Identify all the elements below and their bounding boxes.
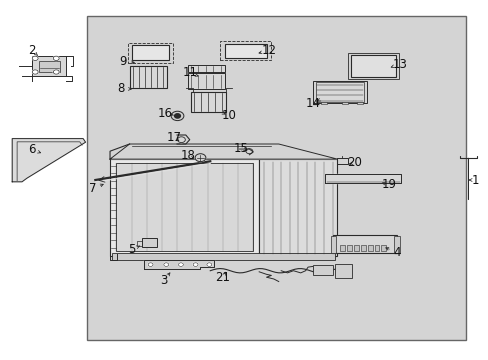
Bar [374,245,379,251]
Bar [333,235,396,253]
Bar [346,245,351,251]
Circle shape [171,111,183,121]
Circle shape [193,263,198,266]
Circle shape [174,114,180,118]
Polygon shape [325,174,400,183]
Circle shape [32,70,38,74]
Circle shape [178,263,183,266]
Text: 19: 19 [381,178,396,191]
Bar [128,43,173,63]
Bar [360,245,365,251]
Polygon shape [12,139,85,182]
Bar [188,65,224,72]
Bar [132,45,168,60]
Bar [224,44,266,58]
Bar [220,41,270,60]
Text: 13: 13 [392,58,407,71]
Circle shape [53,56,59,60]
Text: 15: 15 [234,142,248,155]
Polygon shape [110,144,337,159]
Bar [130,66,167,88]
Circle shape [206,263,211,266]
Text: 4: 4 [392,246,400,258]
Bar [110,159,259,256]
Text: 1: 1 [470,174,478,186]
Bar [320,102,326,104]
Bar [315,82,363,102]
Bar [356,102,362,104]
Text: 10: 10 [221,109,236,122]
Bar [39,61,60,72]
Text: 2: 2 [28,44,36,57]
Text: 8: 8 [117,82,125,95]
Text: 6: 6 [28,143,36,156]
Text: 18: 18 [180,149,195,162]
Text: 21: 21 [215,271,230,284]
Circle shape [148,263,153,266]
Circle shape [53,70,59,74]
Circle shape [177,137,185,143]
Circle shape [195,154,205,162]
Text: 17: 17 [166,131,181,144]
Bar [330,236,336,253]
Circle shape [32,56,38,60]
Bar [367,245,372,251]
Bar [188,73,224,89]
Circle shape [163,263,168,266]
Bar [259,159,337,256]
Bar [342,102,347,104]
Text: 9: 9 [119,55,127,68]
Bar [339,245,344,251]
Bar [116,163,253,251]
Bar [312,81,366,103]
Bar [350,55,395,77]
Text: 16: 16 [158,107,172,120]
Polygon shape [144,260,214,269]
Text: 12: 12 [261,44,276,57]
Text: 7: 7 [89,182,97,195]
Bar [393,236,399,253]
Bar [190,92,225,112]
Bar [312,265,332,275]
Bar [112,253,334,260]
Bar [142,238,157,247]
Bar [381,245,386,251]
Bar [334,264,351,278]
Text: 14: 14 [305,97,320,110]
Bar [32,56,66,76]
Bar [353,245,358,251]
Text: 11: 11 [182,66,197,79]
Bar [87,16,465,340]
Text: 3: 3 [160,274,167,287]
Bar [347,53,398,79]
Text: 20: 20 [347,156,362,169]
Text: 5: 5 [128,243,136,256]
